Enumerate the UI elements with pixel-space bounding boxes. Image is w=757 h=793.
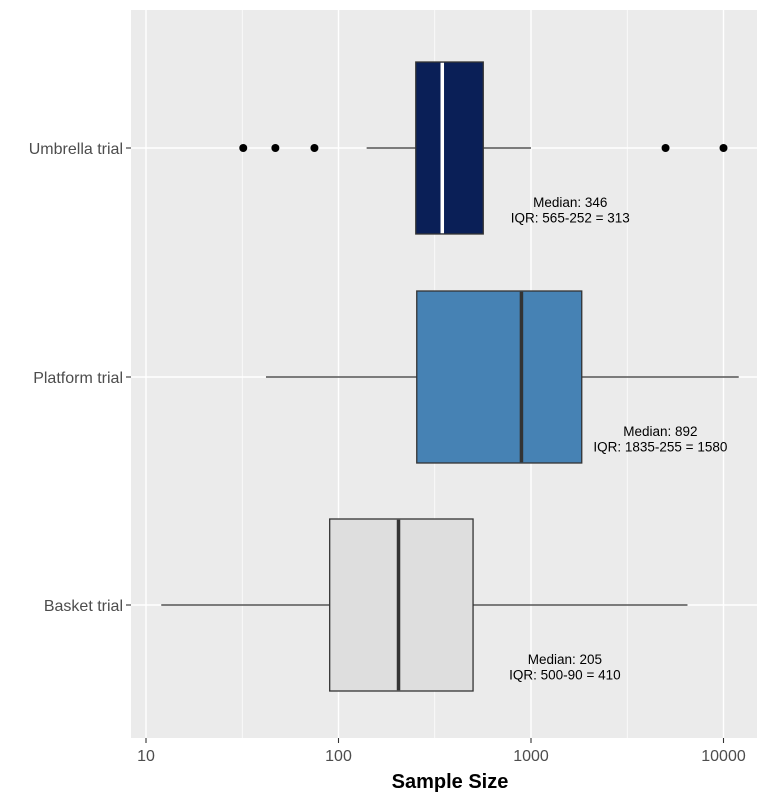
y-axis: Umbrella trial Platform trial Basket trial bbox=[29, 141, 131, 615]
x-axis-title: Sample Size bbox=[392, 771, 509, 793]
median-iqr-annotation: Median: 346 bbox=[533, 195, 607, 210]
x-tick-label: 100 bbox=[325, 748, 352, 765]
median-iqr-annotation: IQR: 1835-255 = 1580 bbox=[593, 440, 727, 455]
median-iqr-annotation: Median: 205 bbox=[528, 652, 602, 667]
iqr-box bbox=[416, 290, 583, 464]
median-iqr-annotation: Median: 892 bbox=[623, 424, 697, 439]
box-group bbox=[265, 290, 739, 464]
x-tick-label: 1000 bbox=[513, 748, 549, 765]
x-axis: 10 100 1000 10000 bbox=[137, 738, 746, 765]
outlier-point bbox=[310, 144, 319, 152]
iqr-box bbox=[415, 61, 484, 235]
outlier-point bbox=[271, 144, 280, 152]
box-group bbox=[239, 61, 728, 235]
y-tick-label: Platform trial bbox=[33, 370, 123, 387]
box-group bbox=[161, 518, 688, 692]
outlier-point bbox=[239, 144, 248, 152]
median-iqr-annotation: IQR: 500-90 = 410 bbox=[509, 668, 620, 683]
outlier-point bbox=[719, 144, 728, 152]
y-tick-label: Basket trial bbox=[44, 598, 123, 615]
y-tick-label: Umbrella trial bbox=[29, 141, 123, 158]
x-tick-label: 10000 bbox=[701, 748, 746, 765]
outlier-point bbox=[661, 144, 670, 152]
box-layer bbox=[161, 61, 739, 692]
median-iqr-annotation: IQR: 565-252 = 313 bbox=[511, 211, 630, 226]
iqr-box bbox=[329, 518, 474, 692]
x-tick-label: 10 bbox=[137, 748, 155, 765]
